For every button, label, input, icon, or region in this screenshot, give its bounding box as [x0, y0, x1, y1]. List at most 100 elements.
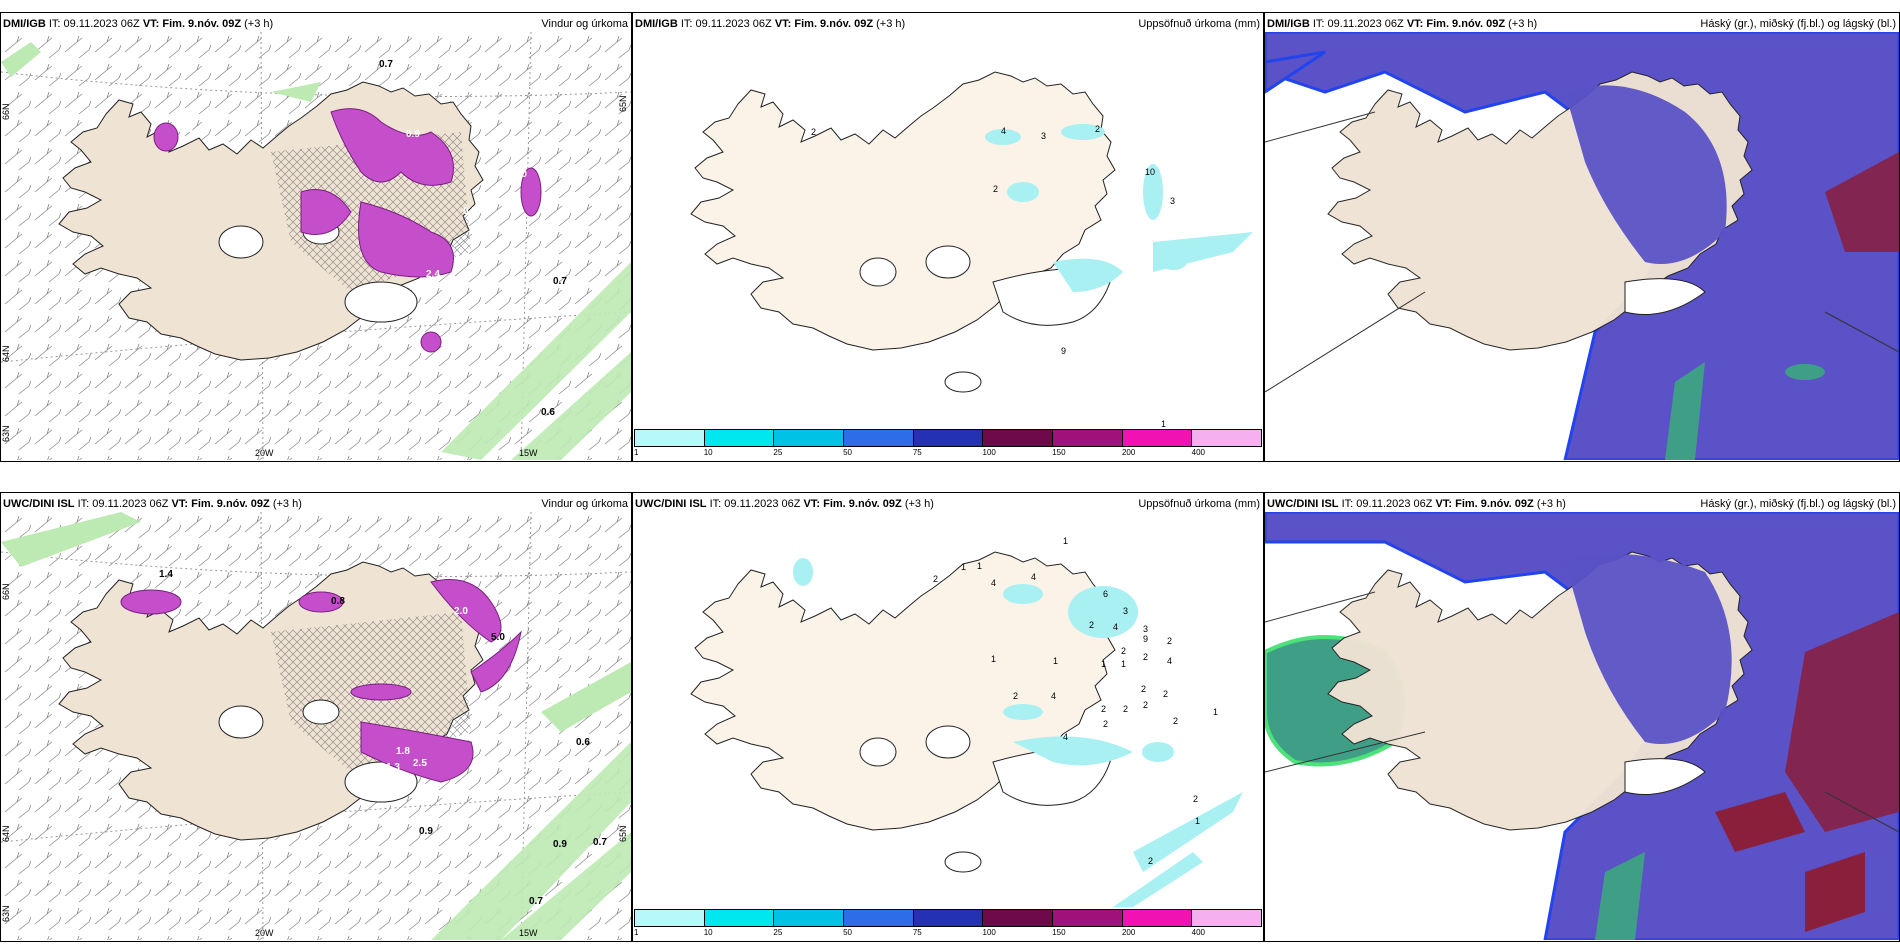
init-time: IT: 09.11.2023 06Z — [709, 498, 801, 510]
precip-label: 1 — [977, 561, 982, 571]
precip-label: 2 — [1121, 646, 1126, 656]
colorbar-tick: 200 — [1121, 448, 1136, 457]
precip-label: 3 — [1143, 624, 1148, 634]
colorbar-tick: 100 — [982, 448, 996, 457]
colorbar-bin — [1122, 910, 1193, 926]
lon-label: 15W — [519, 448, 538, 458]
panel-header: DMI/IGB IT: 09.11.2023 06Z VT: Fim. 9.nó… — [3, 16, 628, 32]
precip-label: 4 — [1031, 572, 1036, 582]
precip-label: 3 — [1123, 606, 1128, 616]
colorbar-tick: 10 — [703, 448, 713, 457]
accumulated-precip-map: 2 4 3 2 2 10 3 9 1 — [633, 32, 1263, 427]
colorbar-bin — [1053, 430, 1123, 446]
precip-label: 2 — [1163, 689, 1168, 699]
colorbar-tick: 400 — [1191, 448, 1206, 457]
precip-label: 9 — [1061, 346, 1066, 356]
panel-title: Vindur og úrkoma — [541, 18, 628, 30]
valid-time: VT: Fim. 9.nóv. 09Z — [803, 498, 902, 510]
colorbar-tick: 25 — [773, 448, 783, 457]
colorbar-tick: 50 — [843, 928, 853, 937]
precip-label: 4 — [1001, 126, 1006, 136]
wind-label: 1.3 — [386, 762, 400, 773]
precip-label: 2 — [1101, 704, 1106, 714]
lon-label: 20W — [255, 928, 274, 938]
precip-label: 4 — [1063, 732, 1068, 742]
panel-title: Háský (gr.), miðský (fj.bl.) og lágský (… — [1700, 18, 1896, 30]
wind-label: 0.5 — [463, 206, 477, 217]
colorbar-bin — [983, 430, 1054, 446]
lon-label: 20W — [255, 448, 274, 458]
precip-label: 4 — [1167, 656, 1172, 666]
precip-label: 2 — [1173, 716, 1178, 726]
precip-colorbar: 1 10 25 50 75 100 150 200 400 — [633, 427, 1263, 461]
panel-wind-row2: UWC/DINI ISL IT: 09.11.2023 06Z VT: Fim.… — [0, 492, 632, 942]
precip-label: 2 — [1143, 652, 1148, 662]
precip-label: 2 — [1193, 794, 1198, 804]
colorbar-tick: 150 — [1052, 928, 1066, 937]
wind-label: 0.6 — [541, 407, 555, 418]
wind-label: 1.4 — [159, 569, 173, 580]
valid-time: VT: Fim. 9.nóv. 09Z — [142, 18, 242, 30]
panel-header: UWC/DINI ISL IT: 09.11.2023 06Z VT: Fim.… — [3, 496, 628, 512]
lon-label: 15W — [519, 928, 538, 938]
lat-label: 66N — [1, 103, 11, 120]
wind-label: 2.4 — [426, 269, 440, 280]
precip-label: 2 — [1089, 620, 1094, 630]
wind-precip-map: 0.7 0.7 0.6 3.0 2.4 1.8 1.0 0.8 0.5 0.9 … — [1, 32, 631, 460]
valid-time: VT: Fim. 9.nóv. 09Z — [774, 18, 874, 30]
wind-label: 0.7 — [593, 837, 607, 848]
lat-label: 65N — [618, 825, 628, 842]
colorbar-bin — [704, 910, 775, 926]
precip-label: 2 — [1013, 691, 1018, 701]
colorbar-bin — [774, 910, 845, 926]
precip-label: 1 — [1101, 659, 1106, 669]
lead-time: (+3 h) — [1508, 18, 1538, 30]
panel-title: Háský (gr.), miðský (fj.bl.) og lágský (… — [1700, 498, 1896, 510]
precip-label: 1 — [1213, 707, 1218, 717]
colorbar-bin — [844, 430, 914, 446]
init-time: IT: 09.11.2023 06Z — [48, 18, 140, 30]
colorbar-bin — [1053, 910, 1123, 926]
precip-label: 6 — [1103, 589, 1108, 599]
precip-label: 1 — [1121, 659, 1126, 669]
lat-label: 63N — [1, 425, 11, 442]
lead-time: (+3 h) — [1536, 498, 1566, 510]
init-time: IT: 09.11.2023 06Z — [1312, 18, 1404, 30]
init-time: IT: 09.11.2023 06Z — [77, 498, 169, 510]
colorbar-bin — [635, 430, 705, 446]
init-time: IT: 09.11.2023 06Z — [1341, 498, 1433, 510]
wind-label: 1.8 — [396, 746, 410, 757]
lead-time: (+3 h) — [244, 18, 274, 30]
wind-label: 0.7 — [553, 276, 567, 287]
colorbar-bin — [983, 910, 1054, 926]
colorbar-tick: 10 — [703, 928, 713, 937]
wind-label: 2.5 — [413, 758, 427, 769]
model-name: DMI/IGB — [635, 18, 678, 30]
precip-label: 2 — [1148, 856, 1153, 866]
precip-label: 2 — [1167, 636, 1172, 646]
precip-label: 3 — [1041, 131, 1046, 141]
lat-label: 65N — [618, 95, 628, 112]
precip-label: 1 — [991, 654, 996, 664]
precip-label: 2 — [993, 184, 998, 194]
precip-label: 4 — [1051, 691, 1056, 701]
colorbar-bin — [1122, 430, 1193, 446]
wind-label: 0.8 — [504, 264, 518, 275]
colorbar-tick: 50 — [843, 448, 853, 457]
precip-label: 2 — [933, 574, 938, 584]
wind-label: 0.8 — [331, 596, 345, 607]
panel-header: UWC/DINI ISL IT: 09.11.2023 06Z VT: Fim.… — [1267, 496, 1896, 512]
lat-label: 64N — [1, 825, 11, 842]
colorbar-tick: 100 — [982, 928, 996, 937]
precip-label: 9 — [1143, 634, 1148, 644]
panel-header: DMI/IGB IT: 09.11.2023 06Z VT: Fim. 9.nó… — [635, 16, 1260, 32]
colorbar-bin — [704, 430, 775, 446]
colorbar-tick: 150 — [1052, 448, 1066, 457]
accumulated-precip-map: 1 1 1 2 4 4 6 3 2 4 9 3 2 2 4 2 1 1 1 1 … — [633, 512, 1263, 907]
precip-label: 1 — [1053, 656, 1058, 666]
lat-label: 66N — [1, 583, 11, 600]
colorbar-tick: 1 — [634, 448, 639, 457]
valid-time: VT: Fim. 9.nóv. 09Z — [1406, 18, 1506, 30]
valid-time: VT: Fim. 9.nóv. 09Z — [1435, 498, 1534, 510]
precip-label: 2 — [1123, 704, 1128, 714]
